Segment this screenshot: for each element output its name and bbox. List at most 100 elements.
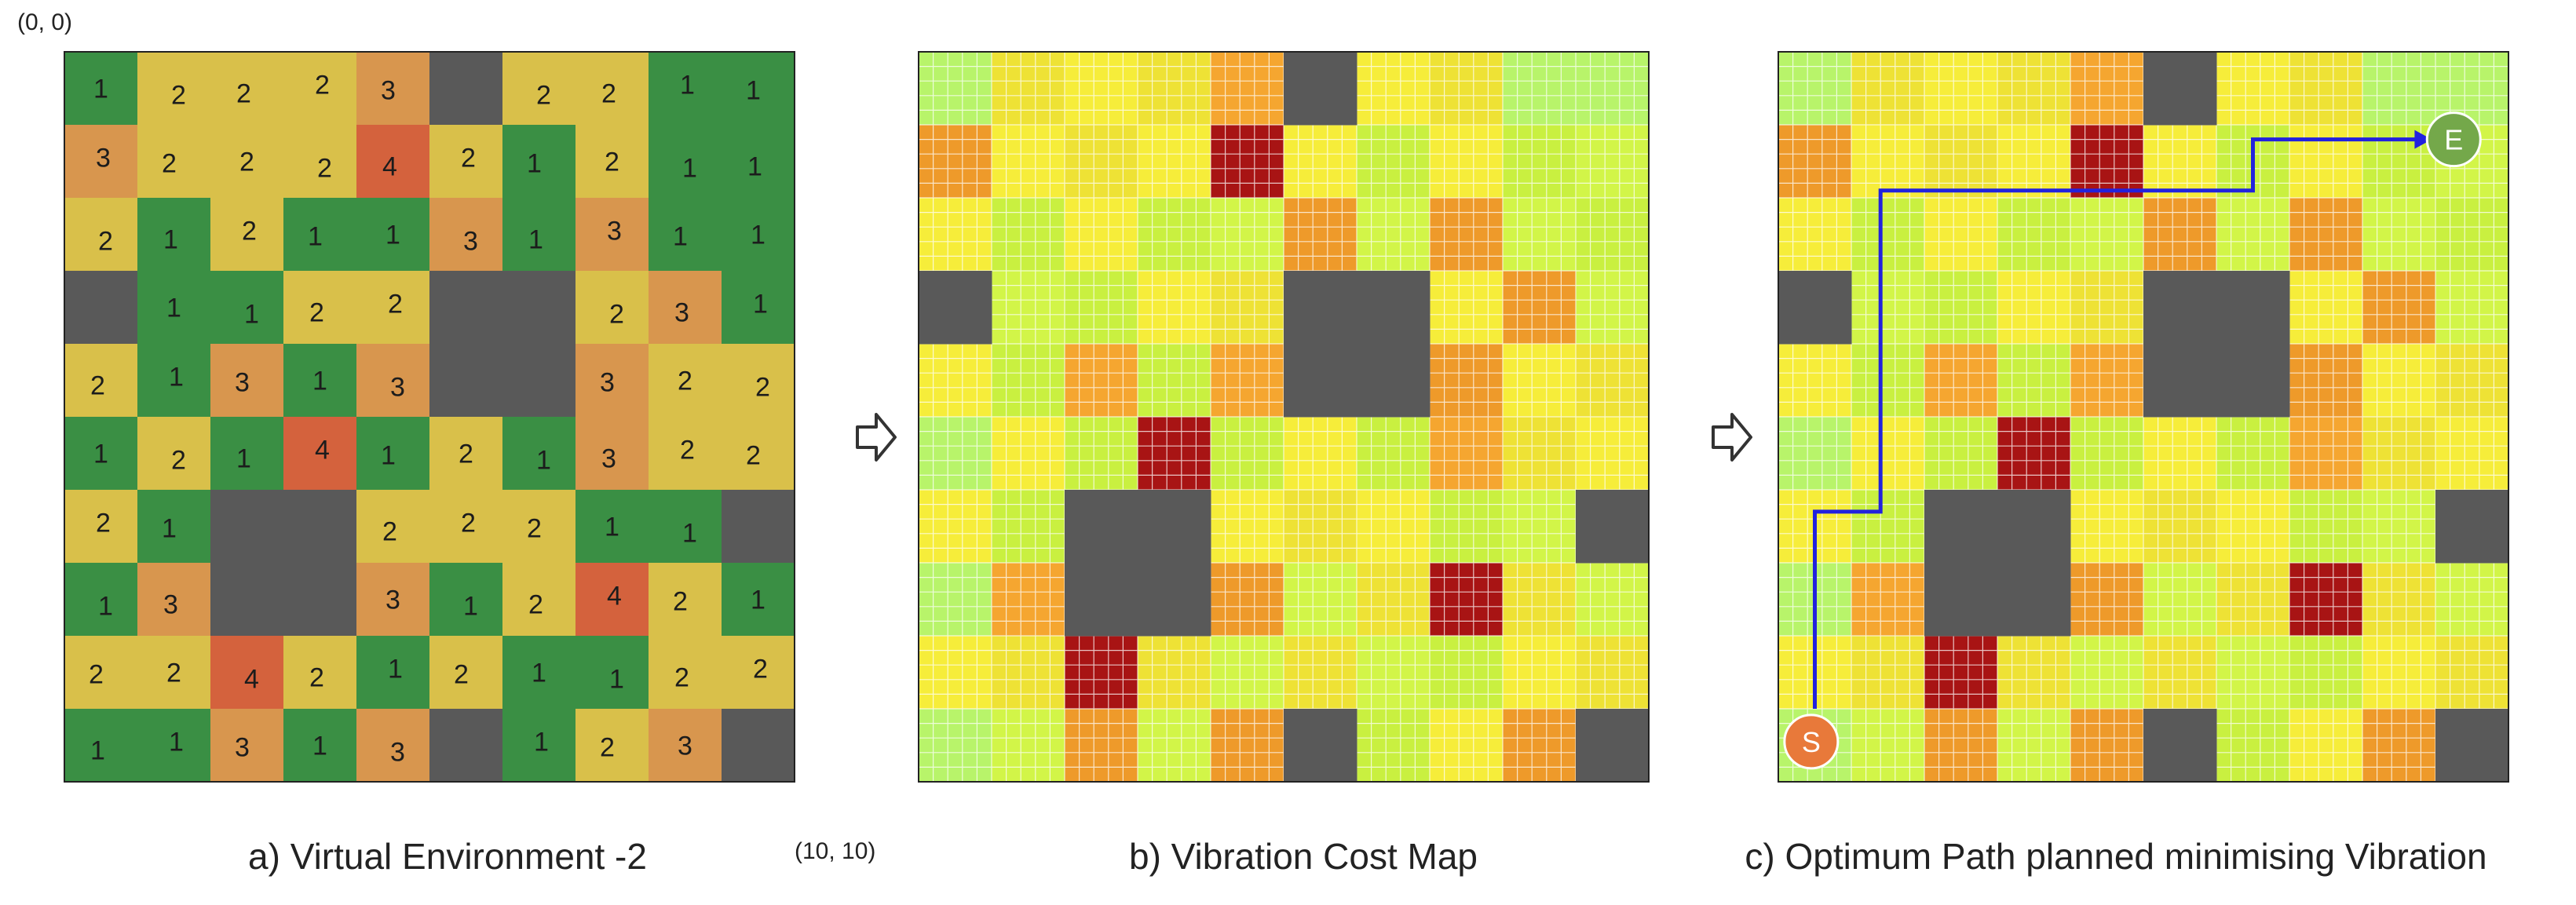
cell-value-label: 2 xyxy=(96,509,111,538)
cell-value-label: 1 xyxy=(753,290,768,319)
cost-cell xyxy=(1430,490,1504,564)
cell-value-label: 2 xyxy=(90,371,105,401)
cell-value-label: 1 xyxy=(169,363,184,392)
grid-cell xyxy=(575,52,649,126)
cost-cell xyxy=(2289,709,2363,783)
cost-cell xyxy=(2362,344,2436,418)
obstacle-cell xyxy=(429,344,503,418)
cell-value-label: 2 xyxy=(171,446,186,476)
grid-cell xyxy=(356,709,430,783)
cost-cell xyxy=(1284,198,1357,272)
cell-value-label: 3 xyxy=(390,738,405,768)
cost-cell xyxy=(1851,417,1925,491)
cost-cell xyxy=(992,417,1065,491)
cost-cell xyxy=(1065,52,1138,126)
cell-value-label: 3 xyxy=(390,373,405,403)
grid-cell xyxy=(502,490,576,564)
cell-value-label: 1 xyxy=(388,655,403,684)
cell-value-label: 3 xyxy=(601,444,616,474)
obstacle-cell xyxy=(64,271,138,345)
cost-cell xyxy=(919,344,992,418)
grid-cell xyxy=(575,636,649,710)
cell-value-label: 2 xyxy=(309,298,324,328)
cost-cell xyxy=(2435,198,2509,272)
cost-cell xyxy=(1924,52,1998,126)
cell-value-label: 2 xyxy=(309,663,324,693)
obstacle-cell xyxy=(429,52,503,126)
cost-cell xyxy=(2435,417,2509,491)
cost-cell xyxy=(1778,125,1852,199)
cell-value-label: 2 xyxy=(674,663,689,693)
cost-cell xyxy=(2435,636,2509,710)
cell-value-label: 2 xyxy=(605,148,619,177)
cell-value-label: 1 xyxy=(682,154,697,184)
cost-cell xyxy=(1576,125,1650,199)
grid-cell xyxy=(649,125,722,199)
cost-cell xyxy=(1211,198,1284,272)
grid-cell xyxy=(64,490,138,564)
cell-value-label: 1 xyxy=(312,732,327,761)
caption-vibration-cost-map: b) Vibration Cost Map xyxy=(1128,836,1478,877)
grid-cell xyxy=(649,636,722,710)
cell-value-label: 1 xyxy=(381,441,396,471)
cell-value-label: 3 xyxy=(600,368,615,398)
cost-cell xyxy=(1924,709,1998,783)
cell-value-label: 2 xyxy=(315,71,330,100)
grid-cell xyxy=(210,52,284,126)
cost-cell xyxy=(1851,490,1925,564)
cell-value-label: 1 xyxy=(536,446,551,476)
cost-cell xyxy=(2362,563,2436,637)
grid-cell xyxy=(283,344,357,418)
cell-value-label: 2 xyxy=(673,587,688,617)
cell-value-label: 1 xyxy=(605,513,619,542)
cost-cell xyxy=(2289,417,2363,491)
grid-cell xyxy=(575,125,649,199)
grid-cell xyxy=(429,198,503,272)
cost-cell xyxy=(1138,52,1211,126)
cost-cell xyxy=(1211,490,1284,564)
grid-cell xyxy=(210,417,284,491)
cell-value-label: 3 xyxy=(235,368,250,398)
cost-cell xyxy=(1503,490,1577,564)
cell-value-label: 3 xyxy=(674,298,689,328)
cost-cell xyxy=(1065,198,1138,272)
grid-cell xyxy=(64,125,138,199)
cost-cell xyxy=(919,636,992,710)
cost-cell xyxy=(2143,490,2217,564)
cost-cell xyxy=(1430,709,1504,783)
cost-cell xyxy=(1924,636,1998,710)
cell-value-label: 4 xyxy=(244,665,259,695)
cost-cell xyxy=(2216,709,2290,783)
cost-cell xyxy=(1211,709,1284,783)
cost-cell xyxy=(919,52,992,126)
cost-cell xyxy=(1576,344,1650,418)
cost-cell xyxy=(1778,417,1852,491)
cost-cell xyxy=(2216,563,2290,637)
grid-cell xyxy=(575,417,649,491)
cost-cell xyxy=(2362,271,2436,345)
cost-cell xyxy=(2435,563,2509,637)
grid-cell xyxy=(356,636,430,710)
cost-cell xyxy=(1430,417,1504,491)
cost-cell xyxy=(1503,52,1577,126)
grid-cell xyxy=(575,563,649,637)
cell-value-label: 2 xyxy=(171,81,186,111)
hollow-arrow-right-icon xyxy=(856,413,897,462)
cost-cell xyxy=(1997,636,2071,710)
cost-cell xyxy=(2070,636,2144,710)
cost-cell xyxy=(1430,563,1504,637)
cost-cell xyxy=(1997,198,2071,272)
cost-cell xyxy=(1576,52,1650,126)
cell-value-label: 1 xyxy=(93,440,108,469)
grid-cell xyxy=(137,198,211,272)
grid-cell xyxy=(722,52,795,126)
grid-cell xyxy=(722,417,795,491)
cost-cell xyxy=(1138,271,1211,345)
grid-cell xyxy=(137,636,211,710)
cost-cell xyxy=(1284,490,1357,564)
cost-cell xyxy=(2070,490,2144,564)
grid-cell xyxy=(210,125,284,199)
cost-cell xyxy=(1851,709,1925,783)
cell-value-label: 1 xyxy=(312,367,327,396)
cell-value-label: 2 xyxy=(755,373,770,403)
